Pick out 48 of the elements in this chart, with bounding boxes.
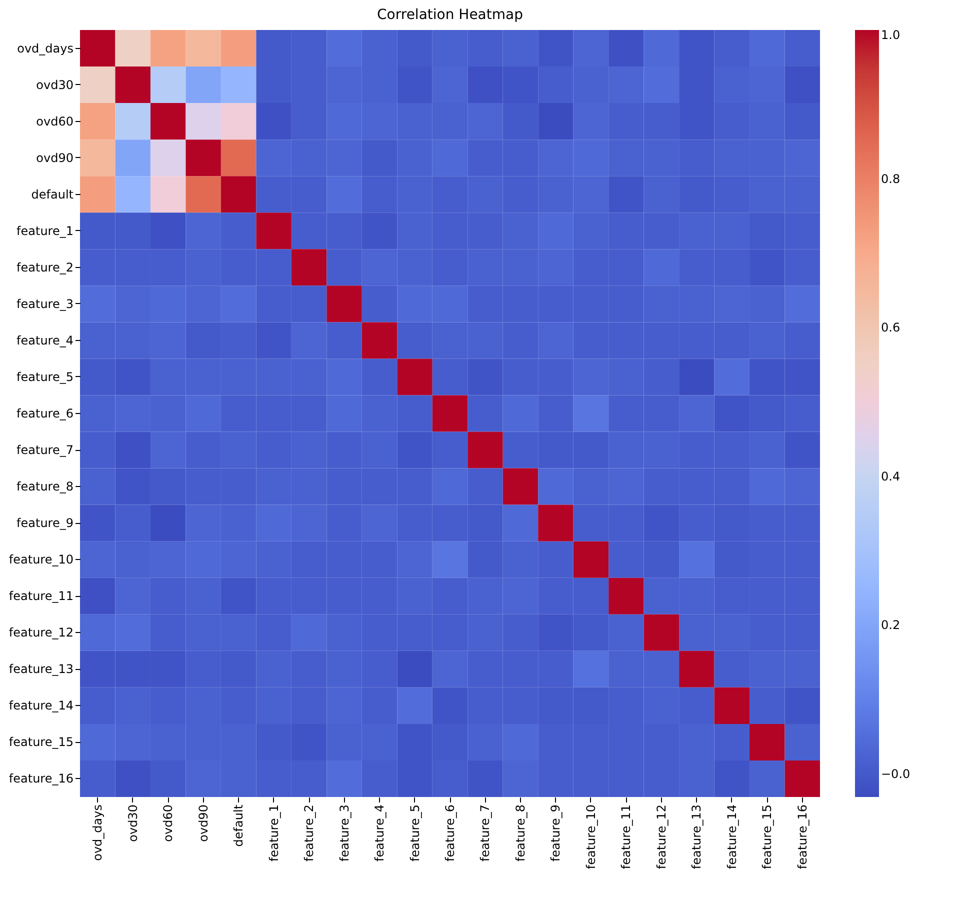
color-bar-label: 0.2 <box>881 618 900 632</box>
y-tick-label: ovd30 <box>36 78 74 92</box>
chart-title: Correlation Heatmap <box>377 7 524 23</box>
x-tick-label: default <box>232 804 246 847</box>
x-tick-label: feature_13 <box>690 804 704 870</box>
y-tick-label: feature_13 <box>8 662 74 676</box>
y-tick-label: ovd_days <box>17 41 74 56</box>
x-tick-label: feature_16 <box>795 804 810 870</box>
x-tick-label: feature_15 <box>760 804 774 870</box>
y-tick-label: ovd60 <box>36 114 74 128</box>
y-tick-label: feature_9 <box>16 516 74 530</box>
x-tick-label: feature_9 <box>548 804 563 862</box>
y-tick-label: feature_7 <box>16 443 74 458</box>
x-tick-label: feature_1 <box>266 804 281 862</box>
x-tick-label: feature_3 <box>337 804 352 862</box>
y-tick-label: feature_12 <box>8 626 74 640</box>
y-tick-label: feature_2 <box>16 260 74 274</box>
x-tick-label: feature_6 <box>443 804 457 862</box>
color-bar-label: 0.6 <box>881 320 900 335</box>
x-tick-label: feature_4 <box>372 804 387 862</box>
color-bar-label: −0.0 <box>881 766 910 781</box>
y-tick-label: feature_1 <box>16 224 74 238</box>
y-tick-label: ovd90 <box>36 150 74 165</box>
x-tick-label: feature_7 <box>478 804 492 862</box>
x-tick-label: feature_11 <box>619 804 634 870</box>
x-tick-label: feature_2 <box>302 804 316 862</box>
color-bar-label: 0.8 <box>881 172 900 186</box>
y-tick-label: feature_6 <box>16 406 74 420</box>
y-tick-label: feature_11 <box>8 589 74 604</box>
y-tick-label: feature_15 <box>8 735 74 750</box>
y-tick-label: feature_8 <box>16 480 74 494</box>
y-tick-label: feature_10 <box>8 552 74 567</box>
y-tick-label: default <box>31 187 74 202</box>
x-tick-label: ovd90 <box>196 804 210 842</box>
x-tick-label: feature_8 <box>513 804 528 862</box>
y-tick-label: feature_3 <box>16 296 74 311</box>
y-tick-label: feature_16 <box>8 772 74 786</box>
color-bar-label: 0.4 <box>881 469 900 484</box>
y-tick-label: feature_14 <box>8 698 74 713</box>
x-tick-label: ovd60 <box>161 804 176 842</box>
x-tick-label: feature_14 <box>724 804 739 870</box>
x-tick-label: feature_10 <box>584 804 598 870</box>
y-tick-label: feature_4 <box>16 333 74 348</box>
y-tick-label: feature_5 <box>16 370 74 384</box>
x-tick-label: feature_5 <box>408 804 422 862</box>
x-tick-label: feature_12 <box>654 804 668 870</box>
x-tick-label: ovd30 <box>126 804 140 842</box>
color-bar-label: 1.0 <box>881 28 900 42</box>
